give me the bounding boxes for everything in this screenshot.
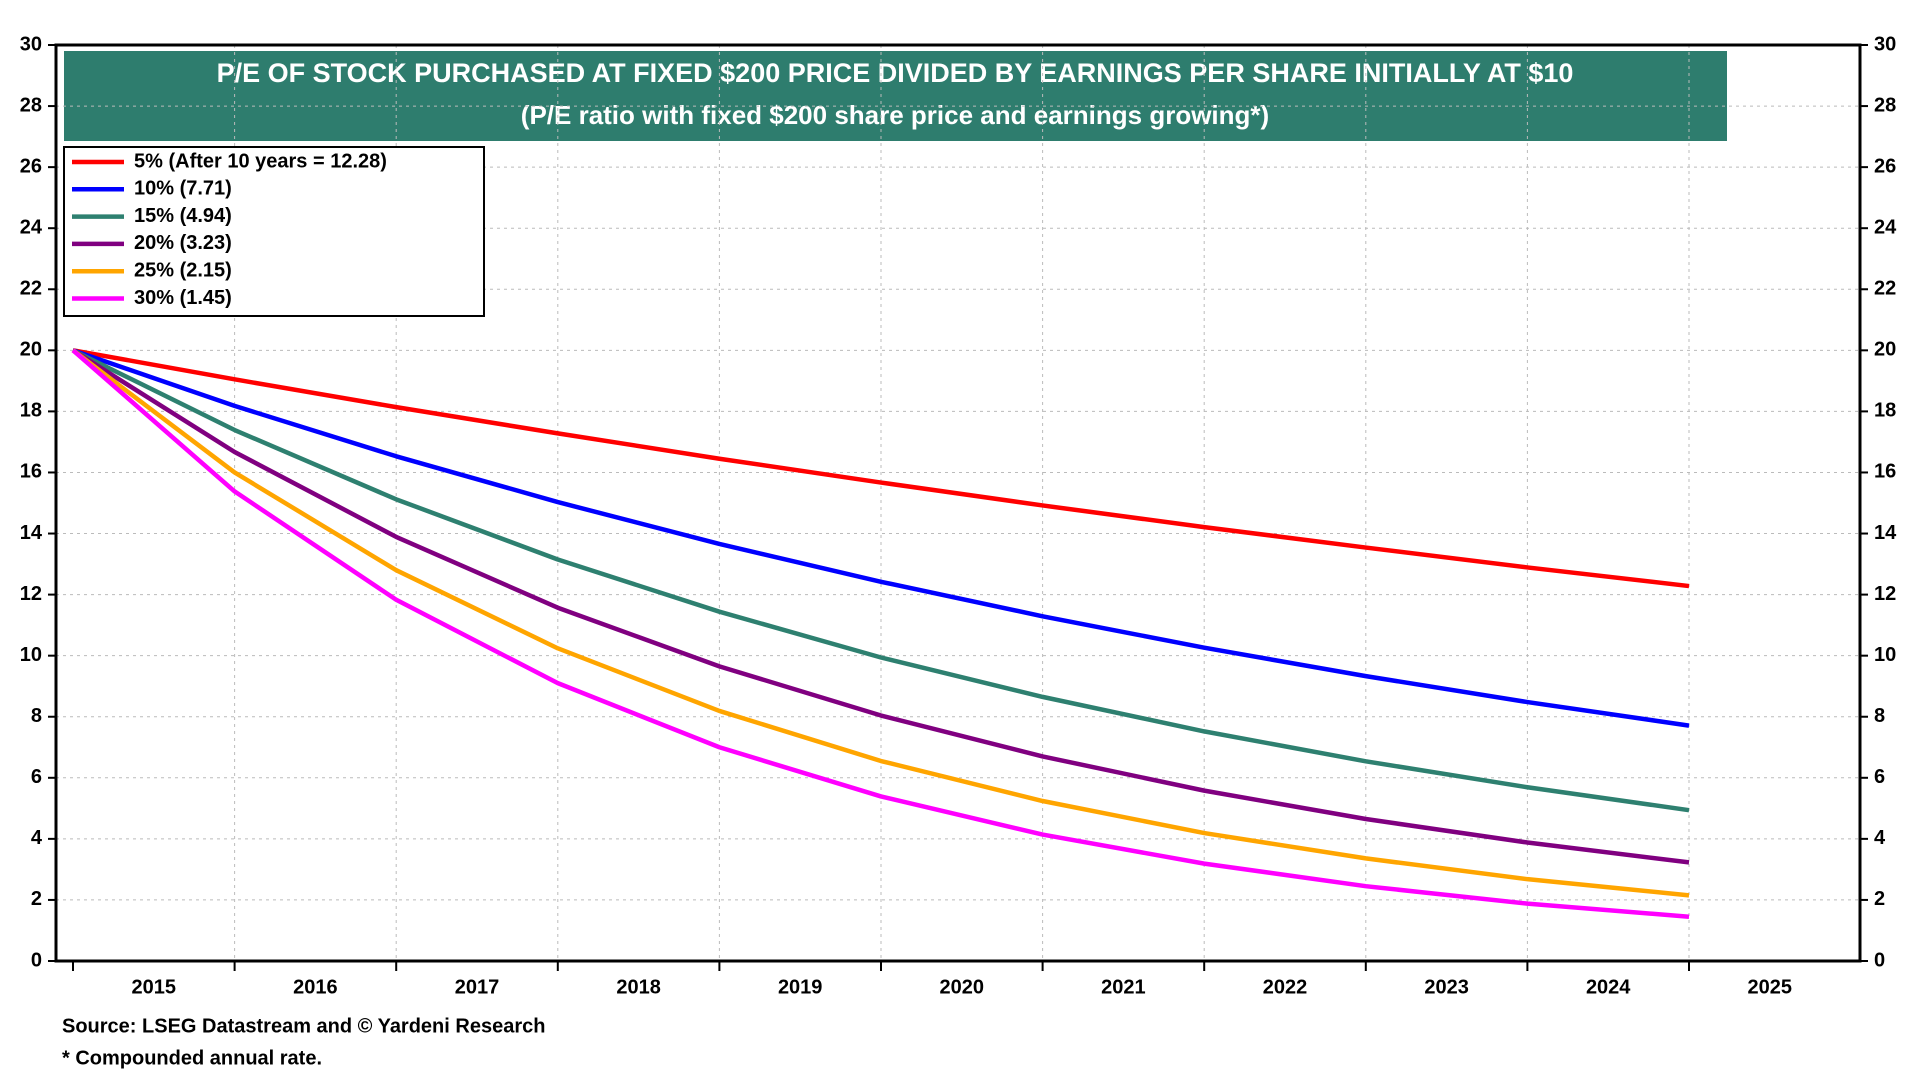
legend-label: 5% (After 10 years = 12.28): [134, 150, 387, 172]
y-tick-label: 22: [20, 278, 42, 300]
x-tick-label: 2025: [1748, 976, 1793, 998]
y-tick-label: 28: [20, 94, 42, 116]
legend-box: [63, 146, 485, 317]
note: * Compounded annual rate.: [62, 1047, 322, 1069]
y2-tick-label: 28: [1874, 94, 1896, 116]
series-line: [71, 348, 1690, 865]
x-tick-label: 2021: [1101, 976, 1146, 998]
series-line: [71, 348, 1690, 898]
y2-tick-label: 14: [1874, 522, 1897, 544]
y2-tick-label: 22: [1874, 278, 1896, 300]
y-tick-label: 8: [31, 705, 42, 727]
x-tick-label: 2015: [132, 976, 177, 998]
legend-label: 20% (3.23): [134, 232, 232, 254]
y-tick-label: 6: [31, 766, 42, 788]
title-box: [64, 51, 1727, 141]
y2-tick-label: 26: [1874, 155, 1896, 177]
y2-tick-label: 20: [1874, 339, 1896, 361]
y-tick-label: 12: [20, 583, 42, 605]
y2-tick-label: 30: [1874, 33, 1896, 55]
y-tick-label: 26: [20, 155, 42, 177]
x-tick-label: 2019: [778, 976, 823, 998]
y2-tick-label: 18: [1874, 400, 1896, 422]
y2-tick-label: 10: [1874, 644, 1896, 666]
y2-tick-label: 0: [1874, 949, 1885, 971]
y2-tick-label: 24: [1874, 216, 1897, 238]
y-tick-label: 24: [20, 216, 43, 238]
x-tick-label: 2020: [940, 976, 985, 998]
x-tick-label: 2023: [1424, 976, 1469, 998]
chart-subtitle: (P/E ratio with fixed $200 share price a…: [521, 100, 1269, 130]
legend-label: 25% (2.15): [134, 259, 232, 281]
y-tick-label: 10: [20, 644, 42, 666]
y2-tick-label: 12: [1874, 583, 1896, 605]
y-tick-label: 30: [20, 33, 42, 55]
y-tick-label: 20: [20, 339, 42, 361]
x-tick-label: 2016: [293, 976, 338, 998]
series-line: [72, 348, 1690, 728]
y-tick-label: 2: [31, 888, 42, 910]
source: Source: LSEG Datastream and © Yardeni Re…: [62, 1015, 545, 1037]
y-tick-label: 4: [31, 827, 43, 849]
plot-frame: [54, 43, 1862, 963]
series-line: [71, 348, 1690, 919]
y2-tick-label: 4: [1874, 827, 1886, 849]
y2-tick-label: 16: [1874, 461, 1896, 483]
x-tick-label: 2018: [616, 976, 661, 998]
series-line: [72, 348, 1690, 589]
y2-tick-label: 2: [1874, 888, 1885, 910]
legend-label: 10% (7.71): [134, 178, 232, 200]
legend-label: 30% (1.45): [134, 287, 232, 309]
y-tick-label: 0: [31, 949, 42, 971]
y-tick-label: 18: [20, 400, 42, 422]
y2-tick-label: 6: [1874, 766, 1885, 788]
y-tick-label: 14: [20, 522, 43, 544]
x-tick-label: 2017: [455, 976, 500, 998]
y-tick-label: 16: [20, 461, 42, 483]
chart-title: P/E OF STOCK PURCHASED AT FIXED $200 PRI…: [217, 58, 1574, 88]
series-line: [72, 348, 1690, 813]
x-tick-label: 2022: [1263, 976, 1308, 998]
y2-tick-label: 8: [1874, 705, 1885, 727]
x-tick-label: 2024: [1586, 976, 1631, 998]
legend-label: 15% (4.94): [134, 205, 232, 227]
